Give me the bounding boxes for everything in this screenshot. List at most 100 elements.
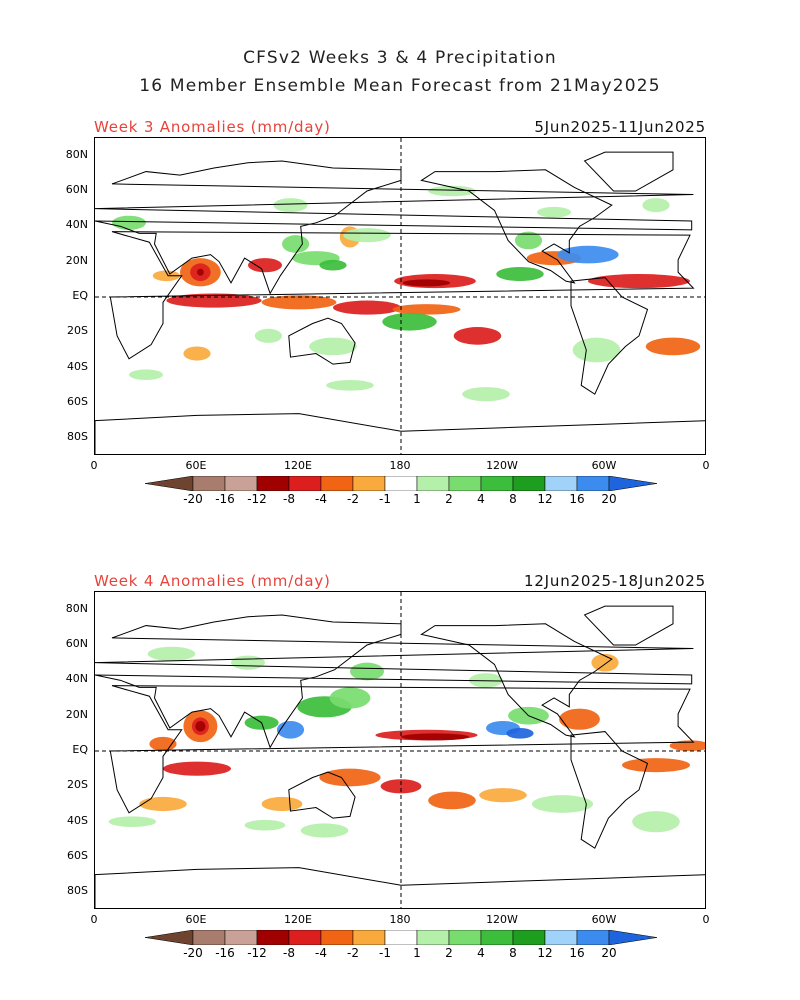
- lat-tick-label: 80S: [67, 430, 88, 444]
- precip-anomaly-area: [273, 198, 308, 213]
- colorbar-tick-label: 12: [537, 492, 553, 506]
- precip-anomaly-area: [531, 795, 594, 813]
- colorbar-tick-label: -2: [347, 492, 359, 506]
- precip-anomaly-area: [401, 733, 469, 741]
- colorbar-swatch: [320, 929, 354, 946]
- colorbar-tick-label: 2: [445, 492, 453, 506]
- colorbar-tick-label: 2: [445, 946, 453, 960]
- colorbar-swatch: [256, 929, 290, 946]
- lat-tick-label: 40S: [67, 359, 88, 373]
- precip-anomaly-area: [343, 228, 391, 243]
- colorbar-swatch: [544, 929, 578, 946]
- lat-tick-label: 20N: [65, 707, 88, 721]
- lat-tick-label: 40S: [67, 813, 88, 827]
- colorbar-tick-label: -8: [283, 946, 295, 960]
- precip-anomaly-area: [622, 758, 690, 773]
- precip-anomaly-area: [195, 720, 206, 732]
- week4-dates: 12Jun2025-18Jun2025: [523, 572, 706, 590]
- precip-anomaly-area: [333, 300, 401, 315]
- precip-anomaly-area: [350, 662, 384, 681]
- precip-anomaly-area: [319, 768, 381, 787]
- precip-anomaly-area: [402, 279, 451, 287]
- lon-tick-label: 0: [702, 459, 710, 472]
- lat-tick-label: 80S: [67, 884, 88, 898]
- precip-anomaly-area: [428, 185, 476, 197]
- precip-anomaly-area: [380, 779, 422, 794]
- colorbar-swatch: [576, 929, 610, 946]
- coastline: [109, 685, 695, 814]
- precip-anomaly-area: [261, 796, 303, 812]
- precip-anomaly-area: [276, 720, 305, 739]
- lon-tick-label: 180: [389, 913, 411, 926]
- precip-anomaly-area: [645, 337, 701, 356]
- precip-anomaly-area: [152, 270, 180, 282]
- colorbar-swatch: [480, 475, 514, 492]
- colorbar-strip: [144, 475, 658, 492]
- precip-anomaly-area: [329, 687, 371, 709]
- colorbar-tick-label: -2: [347, 946, 359, 960]
- colorbar-swatch: [512, 475, 546, 492]
- lon-tick-label: 120E: [284, 459, 312, 472]
- colorbar-swatch: [192, 475, 226, 492]
- colorbar-swatch: [144, 475, 194, 492]
- lat-tick-label: 60S: [67, 395, 88, 408]
- colorbar-tick-label: 4: [477, 946, 485, 960]
- precip-anomaly-area: [147, 646, 196, 661]
- colorbar-swatch: [416, 929, 450, 946]
- colorbar-tick-label: 1: [413, 946, 421, 960]
- precip-anomaly-area: [506, 728, 534, 739]
- coastline: [95, 867, 705, 908]
- lat-tick-label: 80N: [65, 601, 88, 615]
- colorbar-tick-label: -20: [183, 492, 203, 506]
- lon-tick-label: 60E: [185, 459, 207, 472]
- lat-tick-label: 40N: [65, 672, 88, 686]
- colorbar-tick-label: 20: [601, 492, 617, 506]
- precip-anomaly-area: [557, 245, 619, 264]
- colorbar-swatch: [192, 929, 226, 946]
- colorbar-tick-label: 12: [537, 946, 553, 960]
- colorbar-strip: [144, 929, 658, 946]
- colorbar-tick-label: -12: [247, 946, 267, 960]
- colorbar-tick-label: -1: [379, 492, 391, 506]
- precip-anomaly-area: [112, 215, 146, 230]
- lon-tick-label: 60W: [591, 913, 617, 926]
- colorbar-swatch: [448, 475, 482, 492]
- precip-anomaly-area: [462, 387, 510, 402]
- week3-label: Week 3 Anomalies (mm/day): [94, 118, 331, 136]
- lat-tick-label: 80N: [65, 147, 88, 161]
- colorbar-tick-label: -16: [215, 946, 235, 960]
- coastline: [288, 771, 356, 819]
- lon-tick-label: 0: [90, 913, 98, 926]
- coastline: [420, 169, 613, 284]
- colorbar-tick-label: -12: [247, 492, 267, 506]
- colorbar-swatch: [608, 929, 658, 946]
- colorbar-tick-label: -4: [315, 492, 327, 506]
- week4-map: [94, 591, 706, 909]
- colorbar-swatch: [544, 475, 578, 492]
- coastline: [95, 614, 694, 749]
- precip-anomaly-area: [382, 312, 437, 331]
- lon-tick-label: 120E: [284, 913, 312, 926]
- precip-anomaly-area: [300, 823, 349, 838]
- precip-anomaly-area: [392, 304, 461, 315]
- precip-anomaly-area: [319, 259, 347, 271]
- precip-anomaly-area: [588, 274, 690, 289]
- colorbar-tick-label: 20: [601, 946, 617, 960]
- precip-anomaly-area: [309, 337, 357, 356]
- precip-anomaly-area: [479, 788, 527, 803]
- colorbar-tick-label: 1: [413, 492, 421, 506]
- precip-anomaly-area: [669, 740, 705, 751]
- precip-anomaly-area: [149, 736, 177, 751]
- colorbar-swatch: [384, 475, 418, 492]
- lon-tick-label: 120W: [486, 459, 518, 472]
- precip-anomaly-area: [326, 380, 374, 391]
- colorbar-swatch: [512, 929, 546, 946]
- coastline: [583, 151, 674, 192]
- precip-anomaly-area: [453, 327, 502, 345]
- precip-anomaly-area: [129, 369, 163, 381]
- lat-tick-label: 40N: [65, 218, 88, 232]
- precip-anomaly-area: [261, 295, 337, 310]
- lat-tick-label: 20S: [67, 778, 88, 792]
- lat-tick-label: 60S: [67, 849, 88, 862]
- colorbar-tick-label: -1: [379, 946, 391, 960]
